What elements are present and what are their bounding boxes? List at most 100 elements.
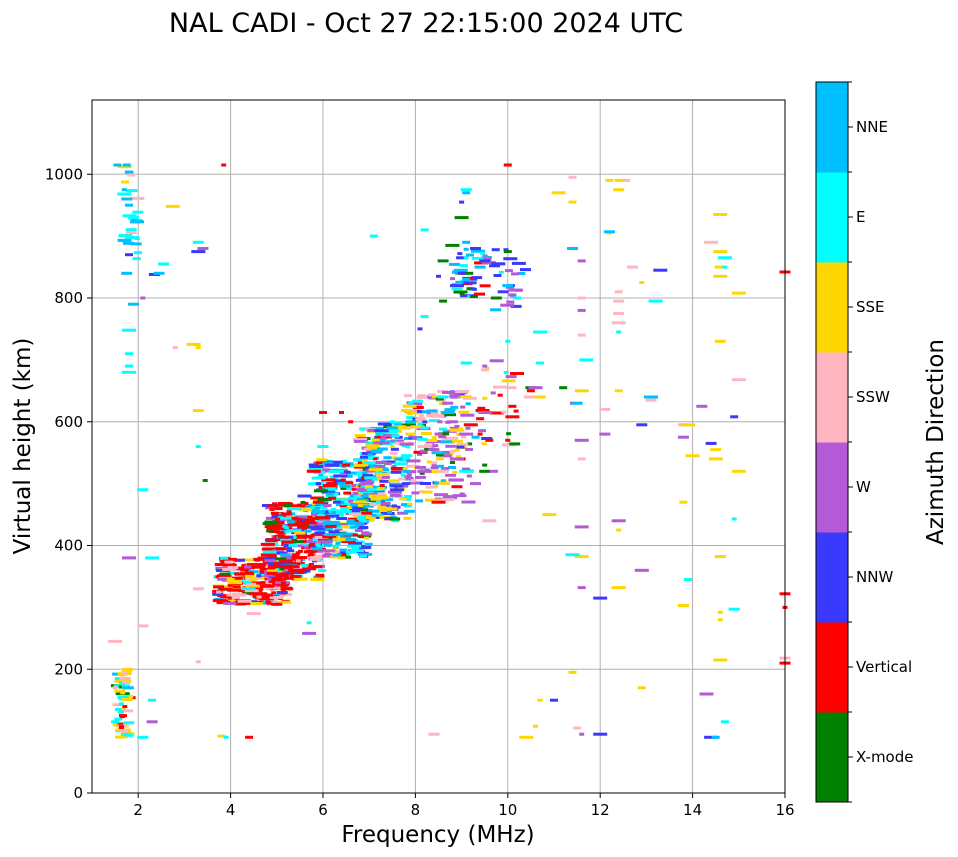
echo-mark-nnw [283,544,289,547]
echo-mark-sse [361,516,376,519]
echo-mark-e [334,498,349,502]
echo-mark-nnw [234,558,245,562]
echo-mark-nnw [503,257,518,261]
echo-mark-nne [426,409,438,413]
echo-mark-nne [394,423,408,427]
echo-mark-nne [113,163,122,167]
echo-mark-ssw [616,178,631,182]
echo-mark-sse [435,457,444,461]
echo-mark-e [366,488,381,492]
echo-mark-sse [731,291,746,295]
echo-mark-x-mode [466,287,475,291]
echo-mark-nne [338,532,353,536]
echo-mark-nne [466,253,474,257]
echo-mark-w [371,441,380,445]
echo-mark-vertical [391,467,403,471]
echo-mark-sse [245,574,254,578]
echo-mark-w [354,529,363,532]
colorbar-segment [816,262,848,353]
echo-mark-w [452,494,467,498]
echo-mark-x-mode [435,397,444,401]
echo-mark-nnw [479,259,491,263]
echo-mark-w [504,269,513,273]
echo-mark-nne [486,256,492,259]
echo-mark-e [237,580,252,584]
echo-mark-nnw [593,732,608,736]
echo-mark-e [357,471,366,475]
echo-mark-vertical [526,389,535,393]
echo-mark-e [344,464,356,468]
echo-mark-vertical [251,565,266,569]
echo-mark-ssw [356,512,365,516]
echo-mark-nne [303,529,312,533]
echo-mark-nnw [436,274,441,278]
colorbar-tick-label: X-mode [856,748,913,766]
echo-mark-vertical [298,549,304,553]
colorbar-tick-label: NNE [856,118,888,136]
echo-mark-vertical [294,568,306,572]
echo-mark-e [275,568,281,572]
echo-mark-w [408,434,414,438]
echo-mark-ssw [404,394,412,398]
echo-mark-vertical [212,599,227,603]
echo-mark-w [412,436,421,440]
echo-mark-sse [400,408,412,412]
echo-mark-ssw [508,386,517,390]
echo-mark-nnw [332,479,344,483]
echo-mark-e [428,419,440,423]
echo-mark-sse [449,428,461,432]
x-tick-label: 16 [775,801,794,819]
echo-mark-vertical [269,508,275,511]
echo-mark-e [132,257,141,261]
echo-mark-nnw [336,517,348,520]
echo-mark-nnw [470,247,481,250]
echo-mark-sse [534,395,546,399]
echo-mark-e [283,526,289,529]
echo-mark-nne [356,497,368,501]
echo-mark-ssw [440,498,455,502]
echo-mark-w [411,491,420,495]
echo-mark-w [303,545,309,549]
echo-mark-nnw [593,596,608,600]
echo-mark-vertical [474,292,485,296]
echo-mark-vertical [345,481,354,485]
echo-mark-vertical [260,542,275,546]
echo-mark-w [414,475,426,479]
echo-mark-nne [314,506,320,510]
echo-mark-e [728,607,740,611]
echo-mark-nnw [422,420,428,424]
echo-mark-nne [368,509,380,513]
echo-mark-w [489,469,498,473]
echo-mark-vertical [275,574,290,578]
echo-mark-w [490,391,496,395]
echo-mark-w [362,481,374,485]
echo-mark-nne [125,170,134,174]
echo-mark-nnw [471,281,477,285]
echo-mark-e [437,395,449,399]
echo-mark-nne [305,503,311,507]
echo-mark-e [280,530,289,534]
echo-mark-ssw [192,587,204,591]
echo-mark-vertical [308,565,323,569]
echo-mark-e [262,550,277,554]
echo-mark-ssw [369,502,381,506]
echo-mark-w [417,452,423,456]
echo-mark-ssw [437,469,449,473]
echo-mark-vertical [312,500,324,504]
echo-mark-w [450,457,464,461]
echo-mark-x-mode [275,557,287,561]
echo-mark-w [353,439,368,443]
echo-mark-sse [354,434,366,437]
echo-mark-sse [431,395,440,399]
echo-mark-w [302,540,317,544]
colorbar-segment [816,82,848,173]
echo-mark-ssw [377,492,386,496]
echo-mark-nne [128,302,140,306]
echo-mark-nne [462,277,471,281]
echo-mark-vertical [275,517,281,521]
echo-mark-sse [452,470,458,474]
echo-mark-e [420,426,429,430]
echo-mark-e [195,445,201,448]
echo-mark-sse [402,467,408,471]
echo-mark-sse [637,686,646,690]
